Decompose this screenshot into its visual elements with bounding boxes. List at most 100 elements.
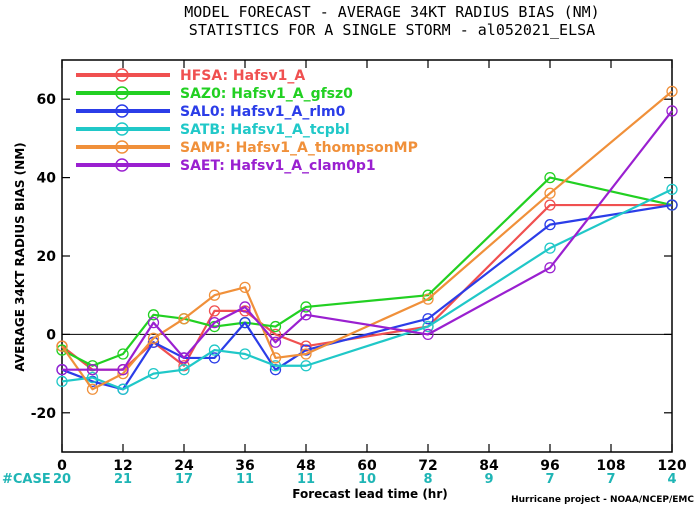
data-point <box>422 313 434 325</box>
plot-frame <box>61 59 673 453</box>
data-point <box>300 360 312 372</box>
data-point <box>239 316 251 329</box>
series-group <box>56 183 678 395</box>
data-point <box>422 320 434 333</box>
data-point <box>269 320 282 333</box>
case-count: 11 <box>297 472 315 487</box>
data-point <box>544 171 556 184</box>
case-count: 7 <box>545 472 554 487</box>
x-tick-label: 0 <box>57 458 67 474</box>
case-count: 21 <box>114 472 132 487</box>
data-point <box>239 281 251 294</box>
plot-area <box>61 59 673 453</box>
legend-swatch-marker <box>115 68 129 82</box>
case-count: 7 <box>606 472 615 487</box>
data-point <box>117 364 129 376</box>
data-point <box>208 344 221 356</box>
data-point <box>117 348 129 360</box>
data-point <box>300 309 312 321</box>
data-point <box>178 364 190 376</box>
legend-swatch-marker <box>115 86 129 100</box>
data-point <box>422 293 434 305</box>
data-point <box>666 85 678 98</box>
case-counts: 20 21 17 11 11 10 8 9 7 7 4 <box>53 472 677 487</box>
legend-swatch-marker <box>115 122 129 136</box>
legend-swatch-marker <box>115 140 129 154</box>
data-point <box>239 348 251 360</box>
chart-title: MODEL FORECAST - AVERAGE 34KT RADIUS BIA… <box>184 3 599 21</box>
data-point <box>56 364 68 376</box>
legend: HFSA: Hafsv1_A SAZ0: Hafsv1_A_gfsz0 SAL0: … <box>76 68 418 174</box>
x-axis-label: Forecast lead time (hr) <box>292 487 448 501</box>
x-tick-label: 48 <box>296 458 315 474</box>
case-count: 8 <box>423 472 432 487</box>
case-label: #CASE <box>2 472 51 487</box>
case-count: 17 <box>175 472 193 487</box>
x-tick-label: 12 <box>113 458 132 474</box>
series-line <box>61 90 673 391</box>
data-point <box>56 344 68 356</box>
legend-entry: SATB: Hafsv1_A_tcpbl <box>180 122 350 138</box>
data-point <box>666 199 678 211</box>
data-point <box>269 352 282 364</box>
legend-entry: SAZ0: Hafsv1_A_gfsz0 <box>180 86 353 102</box>
data-point <box>147 332 160 344</box>
data-point <box>208 316 221 329</box>
series-group <box>56 199 678 395</box>
series-layer <box>56 85 678 395</box>
case-count: 4 <box>667 472 676 487</box>
data-point <box>422 328 434 341</box>
x-axis: 0 12 24 36 48 60 72 84 96 108 120 <box>57 60 687 474</box>
y-axis: -20 0 20 40 60 <box>31 92 672 422</box>
case-count: 11 <box>236 472 254 487</box>
credit-text: Hurricane project - NOAA/NCEP/EMC <box>511 495 694 505</box>
y-tick-label: 60 <box>37 92 57 108</box>
x-tick-label: 120 <box>657 458 686 474</box>
data-point <box>300 348 312 360</box>
x-tick-label: 108 <box>596 458 625 474</box>
data-point <box>544 242 556 254</box>
series-group <box>56 105 678 376</box>
data-point <box>269 328 282 341</box>
x-tick-label: 60 <box>357 458 377 474</box>
legend-entry: SAMP: Hafsv1_A_thompsonMP <box>180 140 418 156</box>
data-point <box>666 183 678 196</box>
legend-swatch-marker <box>115 104 129 118</box>
x-tick-label: 36 <box>235 458 254 474</box>
data-point <box>56 340 68 352</box>
data-point <box>178 352 190 364</box>
x-tick-label: 72 <box>418 458 437 474</box>
data-point <box>147 367 160 380</box>
y-axis-label: AVERAGE 34KT RADIUS BIAS (NM) <box>13 142 27 371</box>
case-count: 10 <box>358 472 376 487</box>
data-point <box>86 364 99 376</box>
data-point <box>269 336 282 348</box>
data-point <box>56 375 68 388</box>
series-group <box>56 85 678 395</box>
x-tick-label: 96 <box>540 458 559 474</box>
data-point <box>269 360 282 372</box>
legend-entry: SAET: Hafsv1_A_clam0p1 <box>180 158 376 174</box>
data-point <box>208 305 221 317</box>
data-point <box>208 352 221 364</box>
data-point <box>178 313 190 325</box>
legend-swatch-marker <box>115 158 129 172</box>
data-point <box>300 301 312 313</box>
data-point <box>239 301 251 313</box>
y-tick-label: -20 <box>31 406 57 422</box>
legend-entry: SAL0: Hafsv1_A_rlm0 <box>180 104 346 120</box>
data-point <box>544 199 556 211</box>
chart-subtitle: STATISTICS FOR A SINGLE STORM - al052021… <box>189 21 595 39</box>
x-tick-label: 24 <box>174 458 194 474</box>
data-point <box>666 105 678 117</box>
data-point <box>544 187 556 199</box>
data-point <box>544 262 556 274</box>
data-point <box>117 383 129 395</box>
data-point <box>147 309 160 321</box>
y-tick-label: 20 <box>37 249 57 265</box>
y-tick-label: 0 <box>46 327 56 343</box>
x-tick-label: 84 <box>479 458 499 474</box>
data-point <box>544 218 556 231</box>
y-tick-label: 40 <box>37 171 57 187</box>
